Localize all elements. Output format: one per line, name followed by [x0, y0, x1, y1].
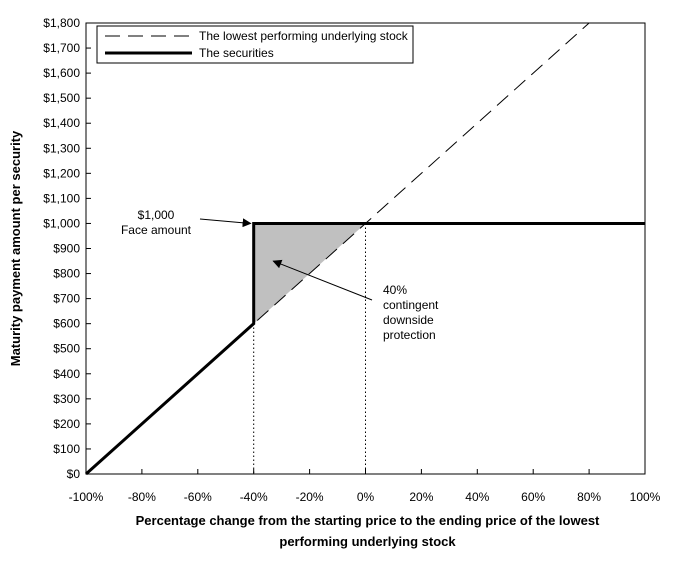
x-tick-label: 80%: [577, 490, 601, 504]
x-tick-label: 40%: [465, 490, 489, 504]
protection-annotation-line: contingent: [383, 298, 439, 312]
x-axis-title-line: performing underlying stock: [279, 534, 456, 549]
x-tick-label: 0%: [357, 490, 375, 504]
y-tick-label: $1,700: [43, 41, 80, 55]
y-tick-label: $1,500: [43, 91, 80, 105]
x-tick-label: -60%: [184, 490, 212, 504]
y-tick-label: $400: [53, 367, 80, 381]
y-axis-title: Maturity payment amount per security: [8, 130, 23, 366]
face-amount-annotation-line: Face amount: [121, 223, 192, 237]
face-amount-arrow: [199, 218, 252, 228]
y-tick-label: $100: [53, 442, 80, 456]
series-line-0: [85, 22, 590, 475]
y-tick-label: $900: [53, 242, 80, 256]
protection-annotation-line: protection: [383, 328, 436, 342]
y-tick-label: $800: [53, 267, 80, 281]
legend-label-0: The lowest performing underlying stock: [199, 29, 409, 43]
y-tick-label: $0: [67, 467, 81, 481]
y-tick-label: $200: [53, 417, 80, 431]
legend-box: [96, 25, 414, 64]
y-tick-label: $1,200: [43, 166, 80, 180]
y-tick-label: $1,600: [43, 66, 80, 80]
y-tick-label: $700: [53, 292, 80, 306]
x-tick-label: 60%: [521, 490, 545, 504]
x-tick-label: 100%: [630, 490, 661, 504]
x-axis-title-line: Percentage change from the starting pric…: [136, 513, 600, 528]
face-amount-annotation-line: $1,000: [138, 208, 175, 222]
protection-arrow: [272, 259, 373, 301]
protection-annotation-line: downside: [383, 313, 434, 327]
x-tick-label: -40%: [240, 490, 268, 504]
protection-annotation-line: 40%: [383, 283, 407, 297]
x-tick-label: -100%: [69, 490, 104, 504]
y-tick-label: $600: [53, 317, 80, 331]
x-tick-label: 20%: [409, 490, 433, 504]
y-tick-label: $1,100: [43, 191, 80, 205]
y-tick-label: $500: [53, 342, 80, 356]
y-tick-label: $300: [53, 392, 80, 406]
legend-label-1: The securities: [199, 46, 274, 60]
y-tick-label: $1,800: [43, 16, 80, 30]
y-tick-label: $1,400: [43, 116, 80, 130]
x-tick-label: -80%: [128, 490, 156, 504]
y-tick-label: $1,300: [43, 141, 80, 155]
y-tick-label: $1,000: [43, 216, 80, 230]
x-tick-label: -20%: [296, 490, 324, 504]
series-line-1: [84, 221, 645, 476]
